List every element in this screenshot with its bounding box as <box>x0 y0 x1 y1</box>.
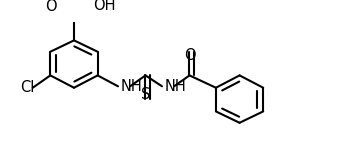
Text: NH: NH <box>164 79 186 94</box>
Text: O: O <box>45 0 57 14</box>
Text: O: O <box>184 48 195 63</box>
Text: OH: OH <box>93 0 116 13</box>
Text: Cl: Cl <box>20 80 35 95</box>
Text: NH: NH <box>120 79 142 94</box>
Text: S: S <box>141 87 150 102</box>
